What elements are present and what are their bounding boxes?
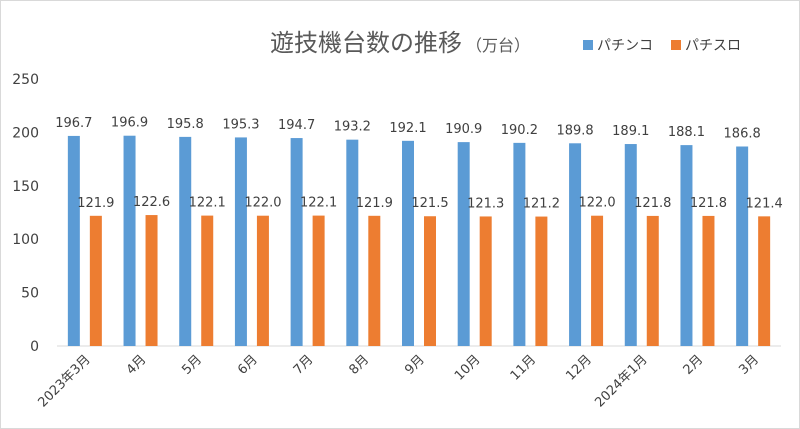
x-tick-label: 12月: [563, 352, 594, 383]
data-label-pachinko: 189.8: [556, 123, 593, 138]
data-label-pachislot: 122.0: [244, 196, 281, 211]
bar-pachinko: [179, 136, 192, 346]
data-label-pachislot: 121.9: [356, 196, 393, 211]
bar-pachislot: [591, 215, 604, 346]
data-label-pachislot: 122.0: [578, 196, 615, 211]
bar-pachislot: [145, 215, 158, 346]
data-label-pachinko: 196.7: [55, 116, 92, 131]
data-label-pachislot: 121.9: [77, 196, 114, 211]
y-tick-label: 0: [30, 339, 39, 355]
data-label-pachislot: 121.3: [467, 196, 504, 211]
legend-swatch-pachinko: [583, 40, 593, 50]
legend-item-pachislot: パチスロ: [671, 35, 741, 55]
bar-pachislot: [646, 215, 659, 346]
data-label-pachinko: 192.1: [389, 121, 426, 136]
data-label-pachislot: 122.6: [133, 195, 170, 210]
data-label-pachinko: 190.2: [501, 123, 538, 138]
bar-pachinko: [513, 142, 526, 346]
data-label-pachislot: 121.8: [634, 196, 671, 211]
bar-pachislot: [424, 216, 436, 346]
data-label-pachinko: 189.1: [612, 124, 649, 139]
x-tick-label: 2024年1月: [592, 352, 650, 410]
bar-pachislot: [256, 215, 269, 346]
bar-pachislot: [702, 215, 715, 346]
data-label-pachinko: 188.1: [668, 125, 705, 140]
y-tick-label: 150: [12, 179, 39, 195]
data-label-pachislot: 121.4: [746, 196, 783, 211]
y-tick-label: 100: [12, 232, 39, 248]
data-label-pachislot: 122.1: [189, 196, 226, 211]
x-tick-label: 10月: [452, 352, 483, 383]
y-tick-label: 200: [12, 125, 39, 141]
x-tick-label: 7月: [291, 352, 317, 378]
bar-pachislot: [479, 216, 492, 346]
bar-pachinko: [402, 140, 414, 346]
legend-label-pachinko: パチンコ: [597, 38, 653, 54]
bar-pachislot: [368, 215, 381, 346]
bar-pachislot: [89, 215, 102, 346]
x-tick-label: 11月: [508, 352, 539, 383]
bar-pachislot: [201, 215, 214, 346]
bar-pachinko: [234, 137, 247, 346]
data-label-pachinko: 194.7: [278, 118, 315, 133]
x-tick-label: 9月: [402, 352, 428, 378]
bar-pachinko: [624, 144, 637, 346]
data-label-pachinko: 190.9: [445, 122, 482, 137]
legend-label-pachislot: パチスロ: [685, 38, 741, 54]
x-tick-label: 5月: [179, 352, 205, 378]
bar-pachinko: [736, 146, 749, 346]
bar-pachislot: [312, 215, 325, 346]
x-tick-label: 3月: [736, 352, 762, 378]
data-label-pachislot: 121.5: [411, 196, 448, 211]
data-label-pachinko: 196.9: [111, 116, 148, 131]
y-tick-label: 50: [21, 286, 39, 302]
legend-item-pachinko: パチンコ: [583, 35, 653, 55]
y-tick-label: 250: [12, 72, 39, 88]
bar-pachinko: [123, 135, 136, 346]
data-label-pachinko: 195.3: [222, 117, 259, 132]
x-tick-label: 4月: [124, 352, 150, 378]
data-label-pachislot: 122.1: [300, 196, 337, 211]
bar-pachinko: [67, 135, 80, 346]
data-label-pachislot: 121.8: [690, 196, 727, 211]
legend-swatch-pachislot: [671, 40, 681, 50]
bar-pachinko: [569, 143, 582, 346]
data-label-pachinko: 193.2: [334, 120, 371, 135]
bar-pachinko: [346, 139, 359, 346]
bar-pachinko: [680, 145, 693, 346]
legend: パチンコ パチスロ: [583, 35, 741, 55]
bar-pachislot: [758, 216, 771, 346]
x-tick-label: 6月: [235, 352, 261, 378]
data-label-pachislot: 121.2: [523, 197, 560, 212]
bar-pachinko: [290, 138, 303, 346]
x-tick-label: 8月: [346, 352, 372, 378]
data-label-pachinko: 186.8: [724, 126, 761, 141]
bar-pachinko: [457, 142, 470, 346]
x-tick-label: 2月: [681, 352, 707, 378]
x-tick-label: 2023年3月: [35, 352, 93, 410]
data-label-pachinko: 195.8: [167, 117, 204, 132]
bar-pachislot: [535, 216, 548, 346]
